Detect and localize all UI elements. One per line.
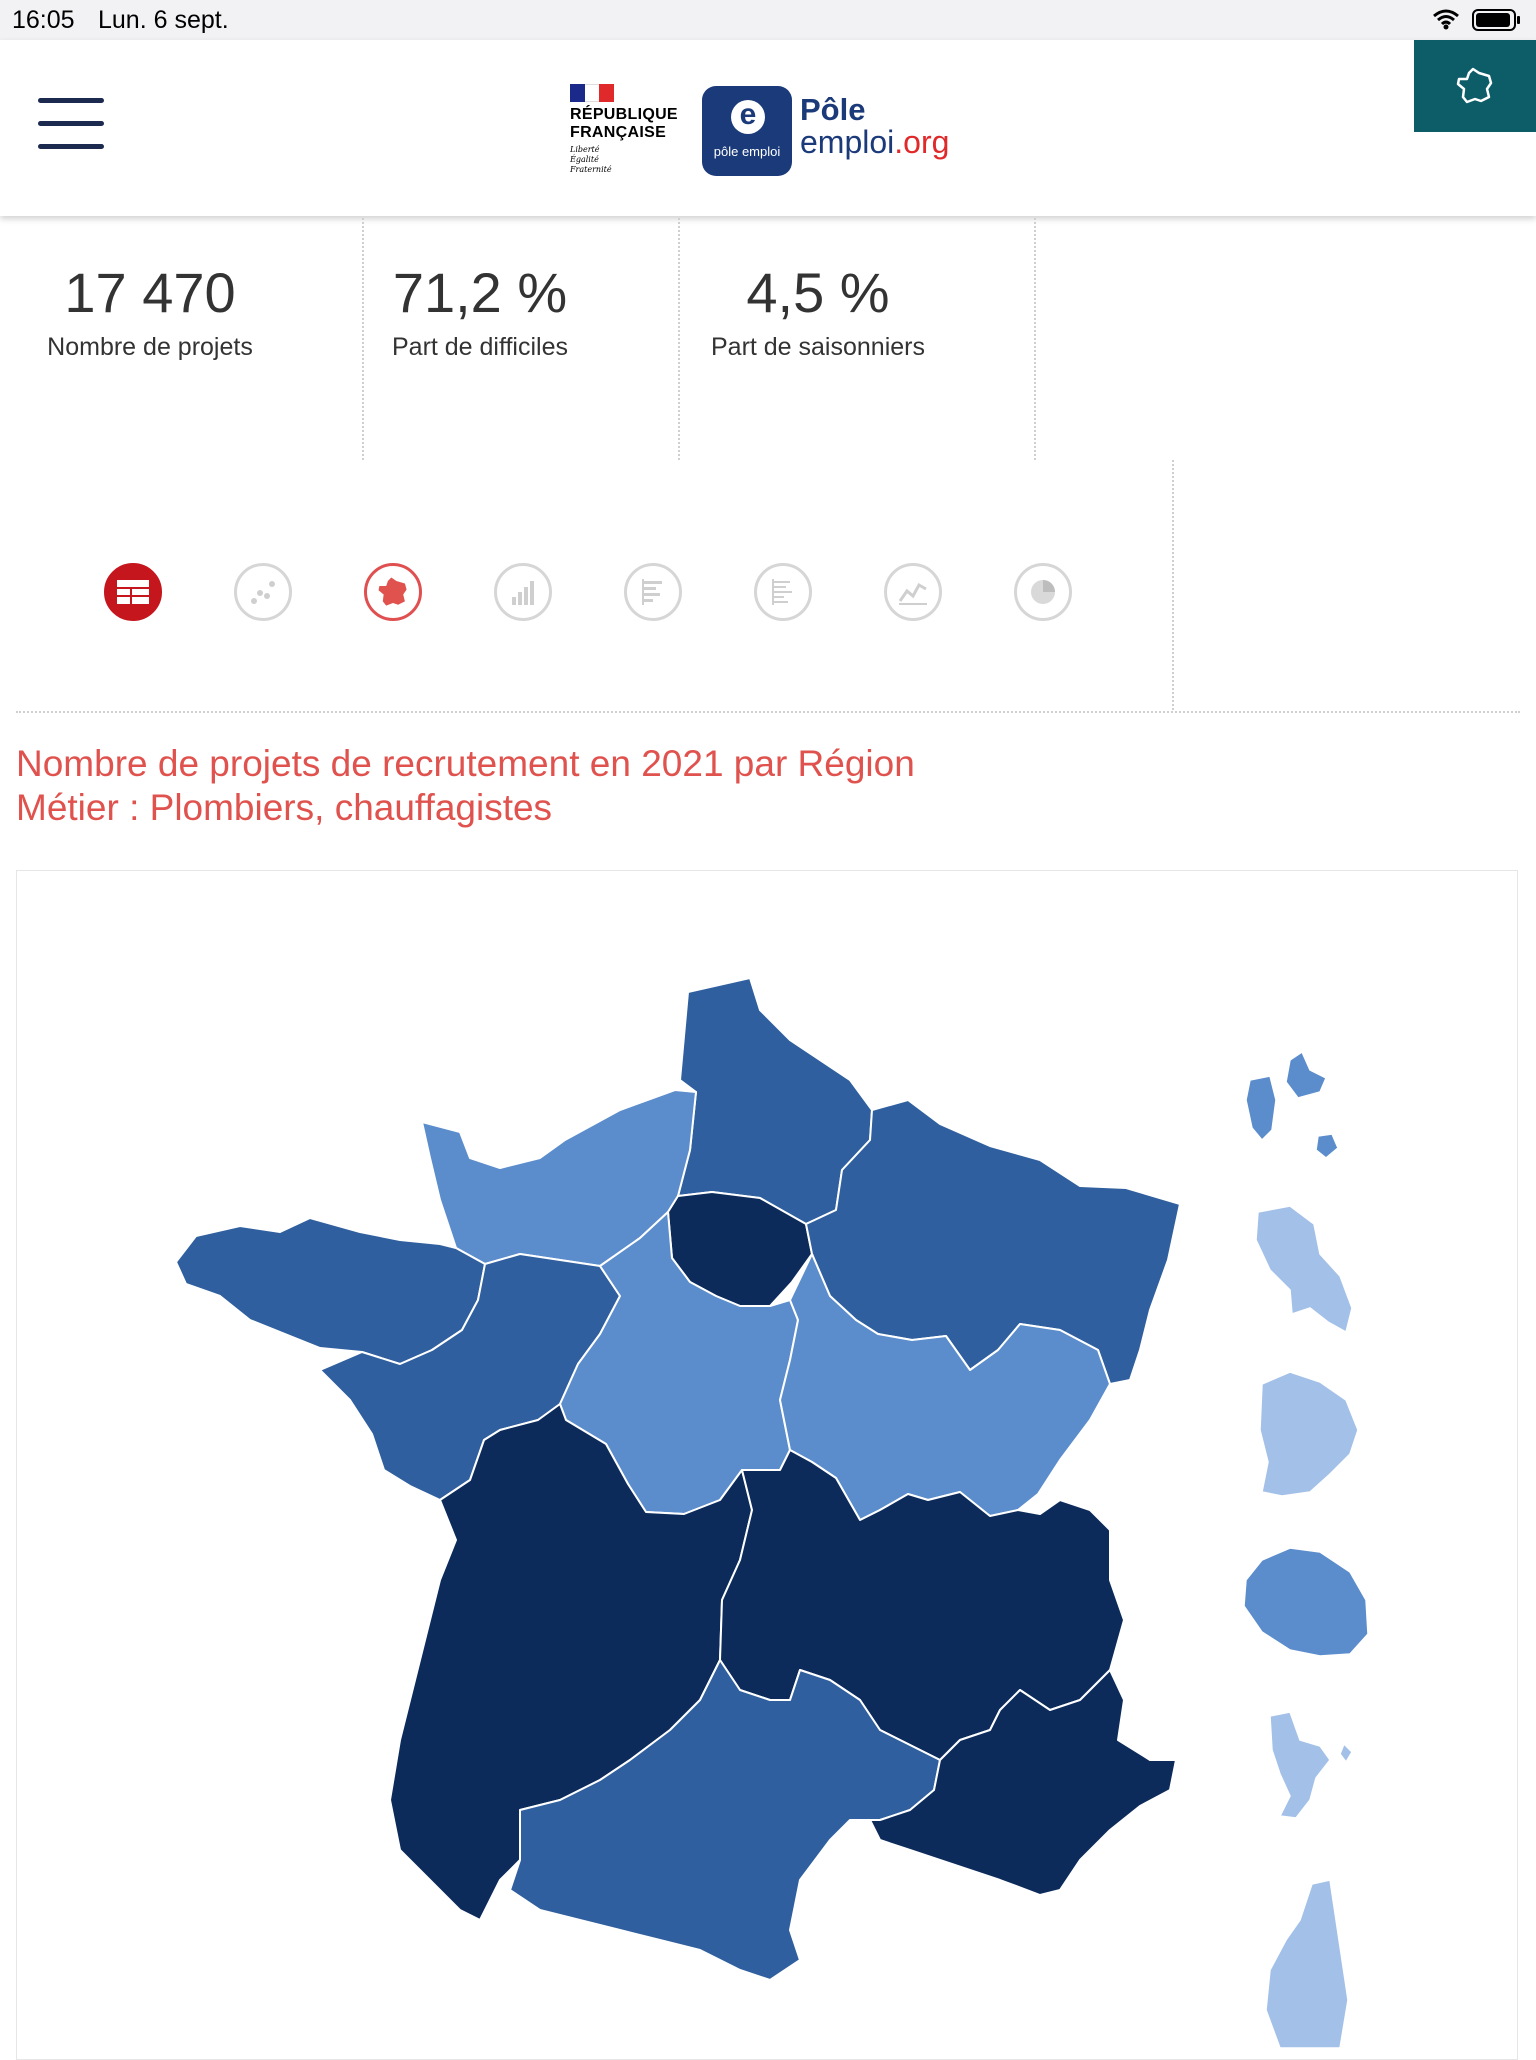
region-martinique[interactable] xyxy=(1255,1205,1353,1334)
pole-word: Pôle xyxy=(800,92,866,127)
kpi-nombre-projets: 17 470 Nombre de projets xyxy=(20,260,280,362)
chart-title-line2: Métier : Plombiers, chauffagistes xyxy=(16,787,553,828)
region-la-reunion[interactable] xyxy=(1243,1547,1369,1657)
status-bar: 16:05 Lun. 6 sept. xyxy=(0,0,1536,40)
france-outline-icon xyxy=(1456,67,1493,104)
status-date: Lun. 6 sept. xyxy=(98,6,229,34)
scatter-view-button[interactable] xyxy=(234,563,292,621)
region-paca[interactable] xyxy=(869,1669,1177,1896)
scatter-icon xyxy=(251,581,275,604)
menu-button[interactable] xyxy=(38,98,104,150)
pole-emploi-small-text: pôle emploi xyxy=(713,144,781,159)
menu-line xyxy=(38,121,104,126)
republique-francaise-logo[interactable]: RÉPUBLIQUE FRANÇAISE Liberté Égalité Fra… xyxy=(570,84,690,184)
region-guyane[interactable] xyxy=(1259,1371,1359,1497)
battery-icon xyxy=(1472,9,1520,31)
france-map-button[interactable] xyxy=(1414,40,1536,132)
kpi-value: 17 470 xyxy=(64,261,236,324)
section-divider xyxy=(16,711,1520,713)
table-view-button[interactable] xyxy=(104,563,162,621)
list-chart-view-button[interactable] xyxy=(754,563,812,621)
kpi-label: Nombre de projets xyxy=(47,333,253,361)
republique-title: RÉPUBLIQUE FRANÇAISE xyxy=(570,106,678,141)
kpi-divider xyxy=(678,218,680,460)
list-chart-icon xyxy=(772,579,792,605)
kpi-value: 71,2 % xyxy=(392,261,568,324)
region-corse[interactable] xyxy=(1265,1879,1349,2048)
pole-emploi-logo[interactable]: e pôle emploi xyxy=(702,86,792,176)
kpi-value: 4,5 % xyxy=(746,261,890,324)
emploi-org-word: emploi.org xyxy=(800,124,950,160)
kpi-divider xyxy=(1034,218,1036,460)
region-guadeloupe[interactable] xyxy=(1245,1050,1339,1159)
bar-chart-view-button[interactable] xyxy=(494,563,552,621)
status-time: 16:05 xyxy=(12,6,75,34)
table-icon xyxy=(117,580,149,604)
wifi-icon xyxy=(1433,9,1459,30)
region-mayotte[interactable] xyxy=(1269,1711,1353,1819)
kpi-part-saisonniers: 4,5 % Part de saisonniers xyxy=(690,260,946,362)
kpi-label: Part de difficiles xyxy=(391,333,568,361)
kpi-divider xyxy=(362,218,364,460)
kpi-label: Part de saisonniers xyxy=(710,333,925,361)
horizontal-bar-icon xyxy=(642,579,662,605)
map-view-button[interactable] xyxy=(364,563,422,621)
site-header: RÉPUBLIQUE FRANÇAISE Liberté Égalité Fra… xyxy=(0,40,1536,216)
line-chart-view-button[interactable] xyxy=(884,563,942,621)
french-flag-icon xyxy=(570,84,615,102)
menu-line xyxy=(38,98,104,103)
pie-chart-icon xyxy=(1031,580,1055,604)
horizontal-bar-view-button[interactable] xyxy=(624,563,682,621)
kpi-part-difficiles: 71,2 % Part de difficiles xyxy=(372,260,588,362)
chart-title-line1: Nombre de projets de recrutement en 2021… xyxy=(16,743,915,784)
republique-motto: Liberté Égalité Fraternité xyxy=(570,145,612,174)
line-chart-icon xyxy=(898,582,927,605)
chart-title: Nombre de projets de recrutement en 2021… xyxy=(16,742,915,830)
france-map-icon xyxy=(378,577,407,606)
region-bretagne[interactable] xyxy=(175,1217,486,1365)
pole-emploi-e-icon: e xyxy=(731,100,765,134)
toolbar-divider xyxy=(1172,460,1174,710)
bar-chart-icon xyxy=(512,581,534,605)
menu-line xyxy=(38,144,104,149)
pie-chart-view-button[interactable] xyxy=(1014,563,1072,621)
